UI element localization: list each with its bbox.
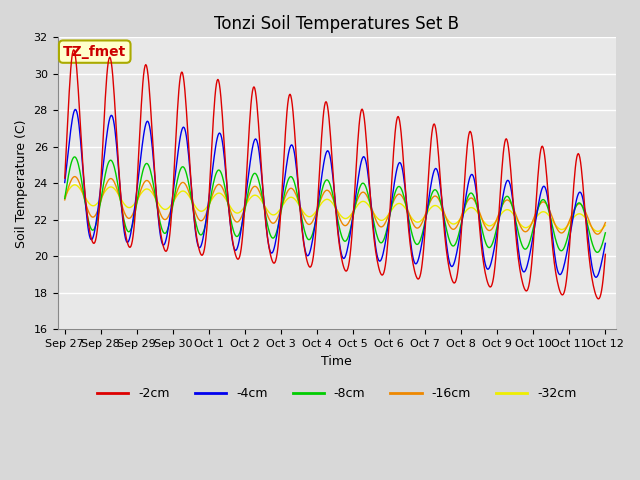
Text: TZ_fmet: TZ_fmet [63,45,126,59]
Y-axis label: Soil Temperature (C): Soil Temperature (C) [15,119,28,248]
X-axis label: Time: Time [321,355,352,368]
Legend: -2cm, -4cm, -8cm, -16cm, -32cm: -2cm, -4cm, -8cm, -16cm, -32cm [92,382,582,405]
Title: Tonzi Soil Temperatures Set B: Tonzi Soil Temperatures Set B [214,15,460,33]
